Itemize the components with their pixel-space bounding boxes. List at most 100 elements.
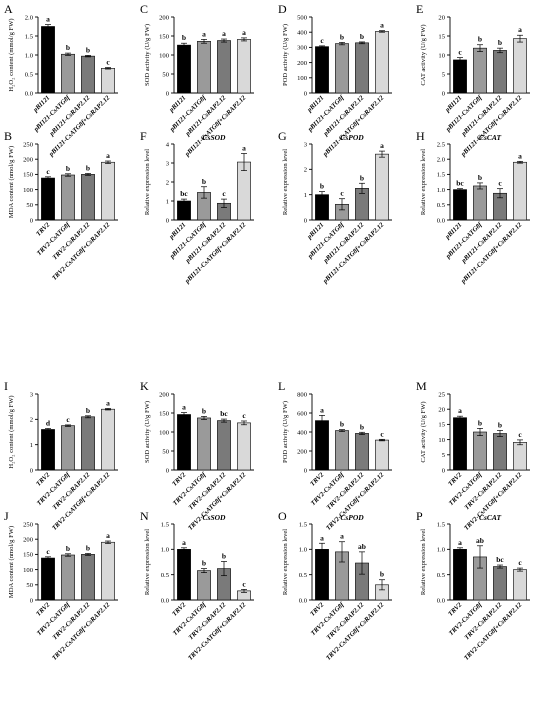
y-tick-label: 0.5 (437, 572, 446, 579)
y-tick-label: 5 (442, 452, 446, 459)
category-label: TRV2 (35, 471, 52, 488)
significance-letter: b (478, 35, 482, 44)
significance-letter: b (478, 173, 482, 182)
significance-letter: b (360, 422, 364, 431)
y-tick-label: 2 (166, 179, 169, 186)
panel-l: L POD activity (U/g FW) 0 200 400 600 800 a TRV2… (278, 379, 392, 532)
y-tick-label: 200 (159, 391, 170, 398)
y-tick-label: 50 (26, 582, 33, 589)
significance-letter: a (242, 144, 246, 153)
significance-letter: c (340, 189, 344, 198)
significance-letter: a (182, 538, 186, 547)
bar (41, 26, 55, 94)
significance-letter: a (518, 25, 522, 34)
bar (41, 429, 55, 471)
y-tick-label: 5 (442, 71, 446, 78)
y-tick-label: 0.5 (437, 202, 446, 209)
panel-letter: C (140, 2, 148, 16)
y-tick-label: 2 (304, 167, 307, 174)
y-tick-label: 200 (297, 60, 308, 67)
bar (493, 50, 507, 94)
y-tick-label: 150 (159, 410, 170, 417)
significance-letter: b (182, 33, 186, 42)
significance-letter: c (498, 179, 502, 188)
y-tick-label: 600 (297, 410, 308, 417)
significance-letter: a (106, 398, 110, 407)
bar (355, 433, 369, 471)
significance-letter: b (478, 418, 482, 427)
y-tick-label: 25 (438, 391, 445, 398)
bar (81, 174, 95, 221)
bar (177, 200, 191, 221)
bar (101, 541, 115, 601)
bar (61, 425, 75, 471)
y-axis-label: CAT activity (U/g FW) (420, 401, 427, 462)
significance-letter: c (518, 558, 522, 567)
significance-letter: b (498, 420, 502, 429)
y-tick-label: 1 (30, 442, 33, 449)
gene-title: CsCAT (479, 513, 502, 522)
significance-letter: a (320, 405, 324, 414)
y-tick-label: 0.5 (25, 71, 34, 78)
bar (315, 549, 329, 601)
y-axis-label: MDA content (nmol/g FW) (8, 146, 15, 218)
y-tick-label: 1.5 (437, 172, 446, 179)
significance-letter: a (46, 15, 50, 24)
bar (315, 194, 329, 221)
significance-letter: c (46, 167, 50, 176)
y-tick-label: 50 (26, 202, 33, 209)
panel-o: O CsPOD Relative expression level 0.0 0.5 1.0… (278, 509, 392, 662)
significance-letter: bc (456, 179, 464, 188)
bar (41, 177, 55, 221)
y-axis-label: Relative expression level (282, 529, 289, 595)
significance-letter: a (202, 29, 206, 38)
significance-letter: b (66, 544, 70, 553)
panel-letter: L (278, 379, 285, 393)
y-tick-label: 1 (304, 192, 307, 199)
gene-title: CsPOD (340, 133, 364, 142)
panel-letter: J (4, 509, 9, 523)
bar (197, 570, 211, 601)
y-tick-label: 150 (23, 552, 34, 559)
significance-letter: b (86, 163, 90, 172)
significance-letter: a (320, 533, 324, 542)
category-label: TRV2 (171, 471, 188, 488)
panel-letter: I (4, 379, 8, 393)
bar (453, 417, 467, 471)
y-axis-label: POD activity (U/g FW) (282, 24, 289, 86)
y-tick-label: 0 (166, 217, 170, 224)
y-tick-label: 1.5 (161, 521, 170, 528)
y-tick-label: 250 (23, 141, 34, 148)
y-tick-label: 1.5 (299, 521, 308, 528)
significance-letter: a (242, 28, 246, 37)
significance-letter: c (46, 547, 50, 556)
bar (453, 549, 467, 601)
significance-letter: b (86, 406, 90, 415)
bar (513, 161, 527, 221)
y-tick-label: 10 (438, 52, 445, 59)
significance-letter: c (106, 58, 110, 67)
y-tick-label: 0 (30, 597, 34, 604)
y-tick-label: 250 (23, 521, 34, 528)
category-label: TRV2 (35, 601, 52, 618)
bar (453, 59, 467, 94)
y-tick-label: 1.0 (299, 547, 308, 554)
bar (473, 47, 487, 94)
significance-letter: b (86, 45, 90, 54)
significance-letter: bc (496, 555, 504, 564)
y-tick-label: 0 (304, 90, 308, 97)
significance-letter: a (458, 538, 462, 547)
bar (513, 569, 527, 601)
significance-letter: c (458, 48, 462, 57)
y-tick-label: 10 (438, 437, 445, 444)
significance-letter: c (320, 36, 324, 45)
significance-letter: a (380, 21, 384, 30)
y-axis-label: H₂O₂ content (mmol/g FW) (8, 18, 15, 91)
panel-p: P CsCAT Relative expression level 0.0 0.5 1.0… (416, 509, 530, 662)
y-tick-label: 1.0 (437, 547, 446, 554)
y-axis-label: CAT activity (U/g FW) (420, 24, 427, 85)
y-axis-label: Relative expression level (420, 149, 427, 215)
panel-k: K SOD activity (U/g FW) 0 50 100 150 200 a TRV2 b… (140, 379, 254, 532)
